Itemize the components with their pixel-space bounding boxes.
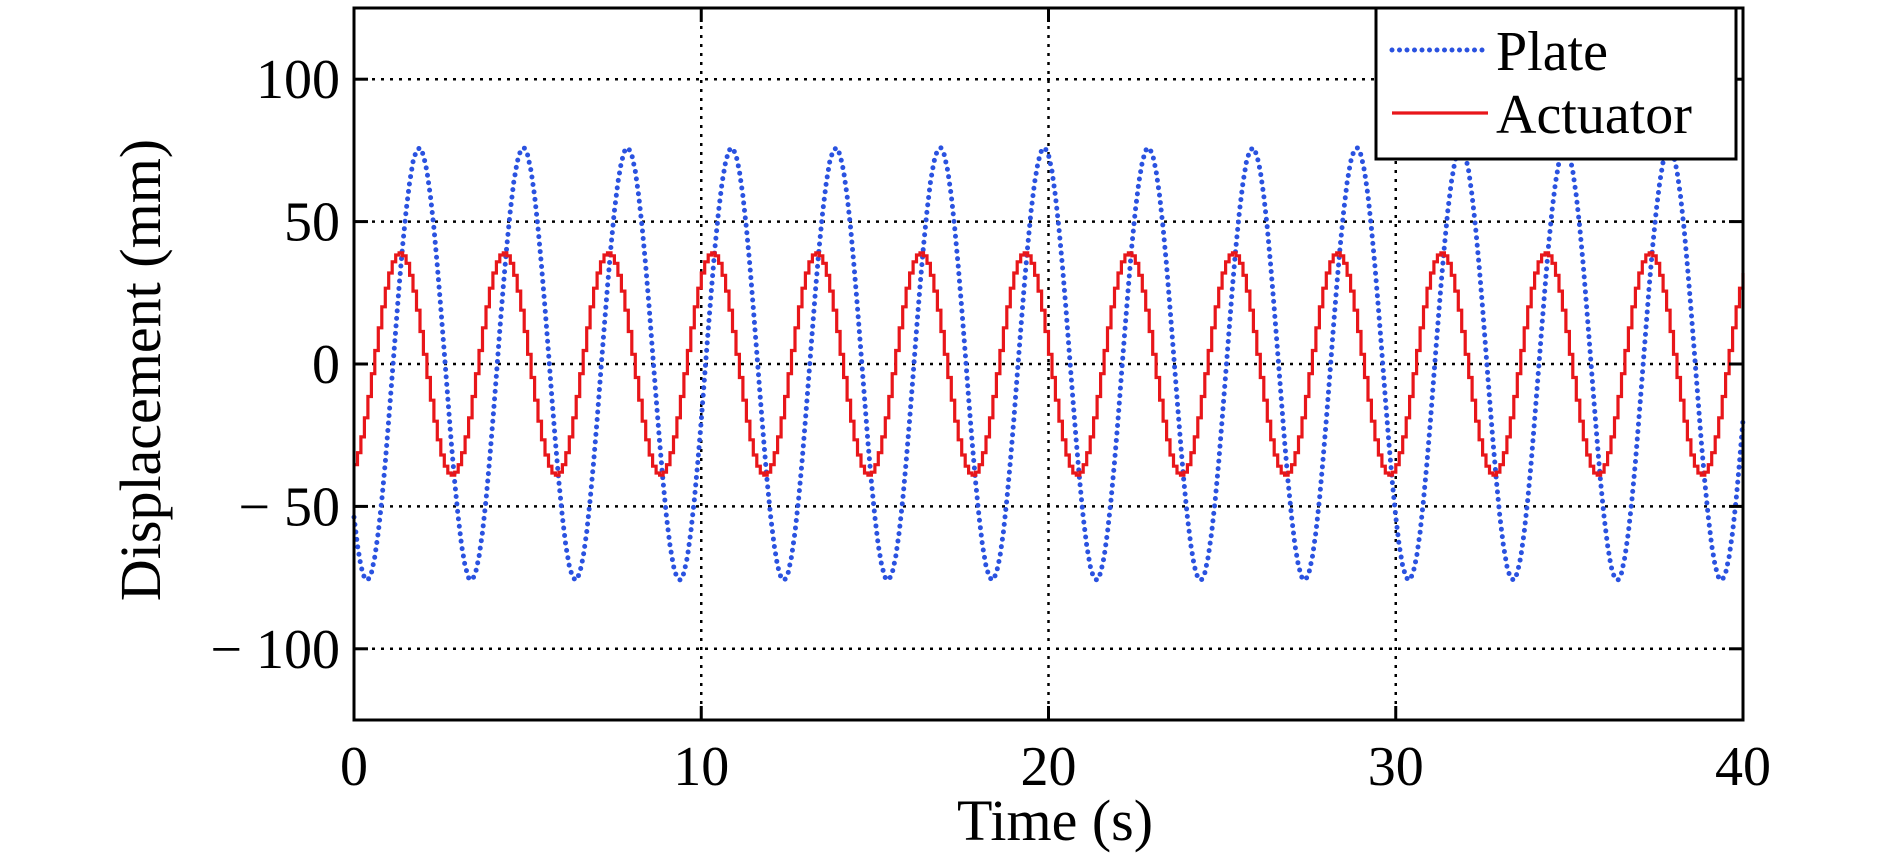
- legend-box: [1374, 6, 1738, 161]
- y-tick-label: 50: [284, 192, 340, 254]
- plot-series: [351, 144, 1746, 584]
- y-tick-label: − 100: [210, 619, 340, 681]
- y-tick-label: − 50: [238, 476, 340, 538]
- y-ticks: 100 50 0 − 50 − 100: [210, 49, 1743, 681]
- x-tick-label: 10: [673, 736, 729, 798]
- legend-label-plate: Plate: [1496, 21, 1608, 83]
- y-tick-label: 100: [256, 49, 340, 111]
- y-axis-label: Displacement (mm): [108, 139, 173, 601]
- x-tick-label: 0: [340, 736, 368, 798]
- y-tick-label: 0: [312, 334, 340, 396]
- legend-label-actuator: Actuator: [1496, 84, 1692, 146]
- x-tick-label: 40: [1715, 736, 1771, 798]
- series-line-plate: [351, 144, 1746, 584]
- x-axis-label: Time (s): [957, 788, 1153, 853]
- legend: Plate Actuator: [1374, 6, 1738, 161]
- series-line-actuator: [354, 251, 1745, 477]
- x-tick-label: 30: [1368, 736, 1424, 798]
- x-tick-label: 20: [1021, 736, 1077, 798]
